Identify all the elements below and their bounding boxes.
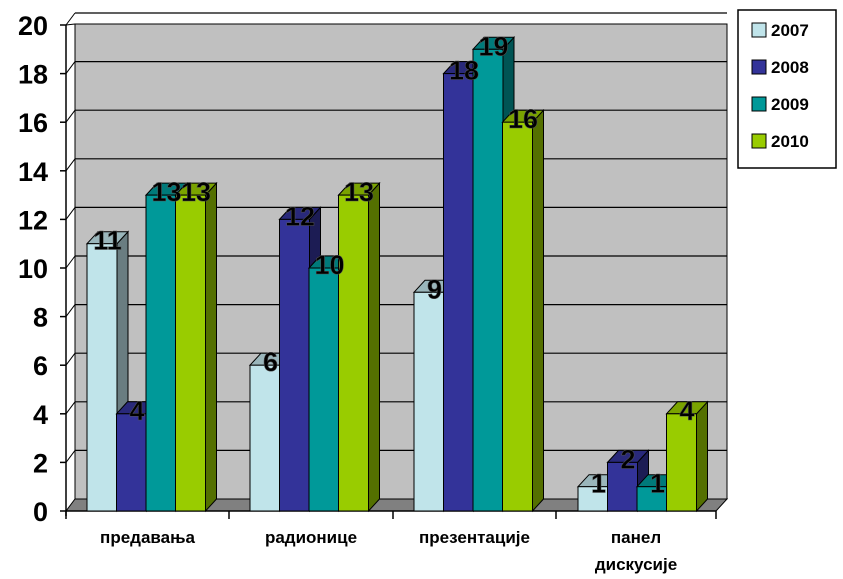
y-tick-label: 12 [18,205,48,235]
data-label: 2 [620,444,635,474]
y-tick-label: 18 [18,60,48,90]
y-axis-ticks: 0 2 4 6 8 10 12 14 16 18 20 [18,11,66,527]
bar-face [443,73,474,512]
gridline-side [65,450,76,463]
data-label: 16 [508,104,538,134]
bar-face [666,413,697,512]
bar-face [607,461,638,512]
gridline-side [65,158,76,172]
legend-label: 2010 [771,132,809,151]
bar-face [338,194,369,512]
legend-swatch [751,96,767,112]
data-label: 6 [263,347,278,377]
bar-side [205,181,217,513]
bar-face [279,218,310,512]
data-label: 13 [151,177,181,207]
legend-swatch [751,59,767,75]
data-label: 9 [427,274,442,304]
y-tick-label: 16 [18,108,48,138]
data-label: 4 [679,396,694,426]
x-category-label: презентације [419,528,530,547]
x-category-label: предавања [100,528,195,547]
y-tick-label: 4 [33,400,48,430]
bars [85,36,709,513]
bar-face [86,243,118,512]
bar [337,181,381,513]
x-axis-categories: предавања радионице презентације панел диску… [100,528,677,574]
data-label: 12 [285,201,315,231]
bar [174,181,218,513]
data-label: 18 [449,56,479,86]
data-label: 10 [314,250,344,280]
data-label: 19 [478,31,508,61]
data-label: 1 [591,469,606,499]
legend-label: 2008 [771,58,809,77]
bar-side [696,400,708,513]
gridline-side [65,352,76,366]
gridline-side [65,255,76,269]
bar-face [116,413,147,512]
y-tick-label: 8 [33,303,48,333]
bar-face [413,291,445,512]
bar-face [249,364,281,512]
bar-face [175,194,206,512]
legend: 2007 2008 2009 2010 [737,9,837,169]
bar-face [308,267,340,512]
gridline-side [65,61,76,74]
bar-side [532,108,544,513]
data-label: 4 [129,396,144,426]
y-axis-depth-line [65,23,76,26]
gridline-side [65,207,76,220]
legend-label: 2007 [771,21,809,40]
y-tick-label: 14 [18,157,48,187]
data-label: 1 [650,469,665,499]
y-tick-label: 10 [18,254,48,284]
x-category-label: радионице [265,528,357,547]
bar-face [145,194,177,512]
bar [501,108,545,513]
data-label: 13 [181,177,211,207]
y-tick-label: 0 [33,497,48,527]
legend-label: 2009 [771,95,809,114]
bar [665,400,709,513]
gridline-side [65,401,76,415]
y-tick-label: 6 [33,351,48,381]
gridline-side [65,304,76,317]
legend-swatch [751,133,767,149]
data-label: 11 [93,226,122,256]
bar-face [472,48,504,512]
gridline-side [65,109,76,123]
legend-swatch [751,22,767,38]
data-label: 13 [344,177,374,207]
y-tick-label: 2 [33,448,48,478]
y-tick-label: 20 [18,11,48,41]
bar-face [502,121,533,512]
bar-side [368,181,380,513]
x-category-label: панел дискусије [595,528,677,574]
gridline-side [65,12,76,26]
